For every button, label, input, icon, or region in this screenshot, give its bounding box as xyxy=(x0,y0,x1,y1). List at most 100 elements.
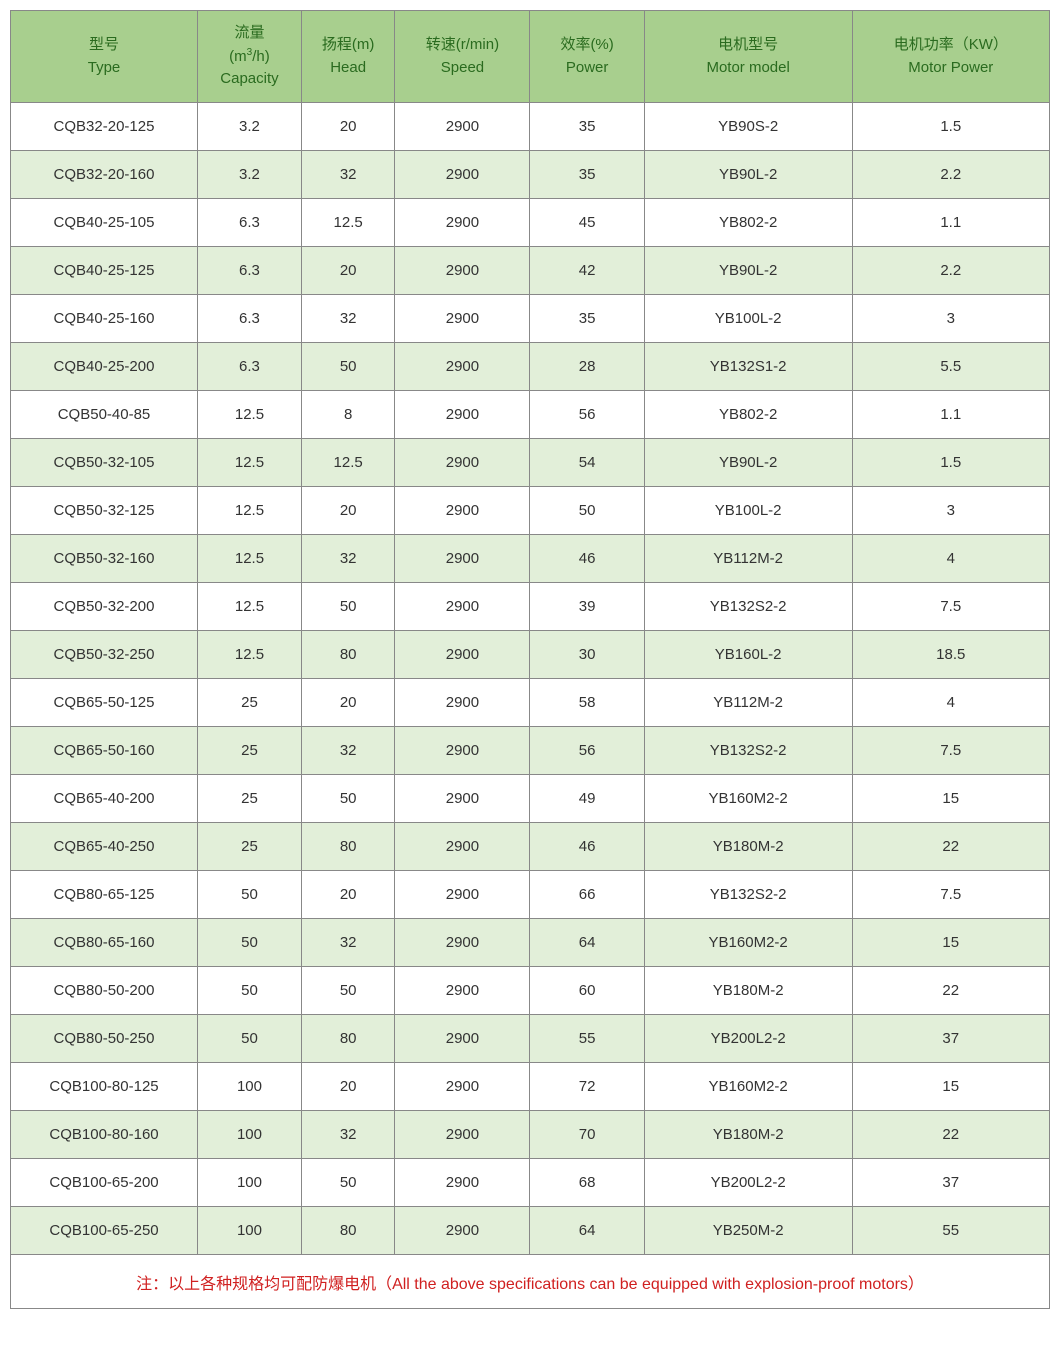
table-row: CQB80-65-1605032290064YB160M2-215 xyxy=(11,919,1050,967)
table-row: CQB50-32-16012.532290046YB112M-24 xyxy=(11,535,1050,583)
cell-motor: YB132S2-2 xyxy=(644,727,852,775)
cell-type: CQB65-40-200 xyxy=(11,775,198,823)
cell-motor: YB90L-2 xyxy=(644,247,852,295)
cell-mpower: 18.5 xyxy=(852,631,1049,679)
table-row: CQB65-40-2502580290046YB180M-222 xyxy=(11,823,1050,871)
cell-mpower: 37 xyxy=(852,1015,1049,1063)
cell-power: 45 xyxy=(530,199,644,247)
cell-head: 32 xyxy=(301,535,395,583)
cell-power: 55 xyxy=(530,1015,644,1063)
cell-head: 20 xyxy=(301,871,395,919)
cell-mpower: 4 xyxy=(852,535,1049,583)
cell-speed: 2900 xyxy=(395,775,530,823)
cell-type: CQB50-32-105 xyxy=(11,439,198,487)
cell-mpower: 2.2 xyxy=(852,247,1049,295)
cell-motor: YB160M2-2 xyxy=(644,775,852,823)
cell-motor: YB200L2-2 xyxy=(644,1159,852,1207)
cell-motor: YB112M-2 xyxy=(644,679,852,727)
cell-type: CQB65-50-125 xyxy=(11,679,198,727)
cell-head: 20 xyxy=(301,487,395,535)
cell-capacity: 6.3 xyxy=(198,199,302,247)
cell-type: CQB100-80-125 xyxy=(11,1063,198,1111)
cell-type: CQB50-32-160 xyxy=(11,535,198,583)
cell-capacity: 3.2 xyxy=(198,103,302,151)
table-row: CQB65-50-1252520290058YB112M-24 xyxy=(11,679,1050,727)
cell-type: CQB32-20-160 xyxy=(11,151,198,199)
cell-mpower: 4 xyxy=(852,679,1049,727)
cell-head: 50 xyxy=(301,343,395,391)
cell-motor: YB200L2-2 xyxy=(644,1015,852,1063)
cell-capacity: 12.5 xyxy=(198,535,302,583)
cell-speed: 2900 xyxy=(395,919,530,967)
cell-capacity: 3.2 xyxy=(198,151,302,199)
cell-head: 20 xyxy=(301,103,395,151)
cell-power: 54 xyxy=(530,439,644,487)
cell-head: 80 xyxy=(301,1015,395,1063)
cell-mpower: 22 xyxy=(852,1111,1049,1159)
cell-type: CQB80-50-250 xyxy=(11,1015,198,1063)
cell-head: 12.5 xyxy=(301,439,395,487)
cell-power: 58 xyxy=(530,679,644,727)
cell-speed: 2900 xyxy=(395,343,530,391)
cell-head: 50 xyxy=(301,967,395,1015)
cell-capacity: 12.5 xyxy=(198,487,302,535)
table-row: CQB40-25-1256.320290042YB90L-22.2 xyxy=(11,247,1050,295)
cell-capacity: 12.5 xyxy=(198,631,302,679)
cell-head: 50 xyxy=(301,775,395,823)
cell-power: 49 xyxy=(530,775,644,823)
table-row: CQB50-32-25012.580290030YB160L-218.5 xyxy=(11,631,1050,679)
cell-head: 12.5 xyxy=(301,199,395,247)
table-row: CQB100-80-16010032290070YB180M-222 xyxy=(11,1111,1050,1159)
cell-type: CQB100-65-250 xyxy=(11,1207,198,1255)
cell-speed: 2900 xyxy=(395,487,530,535)
cell-motor: YB160M2-2 xyxy=(644,1063,852,1111)
cell-mpower: 55 xyxy=(852,1207,1049,1255)
cell-power: 35 xyxy=(530,103,644,151)
cell-head: 80 xyxy=(301,1207,395,1255)
table-row: CQB65-40-2002550290049YB160M2-215 xyxy=(11,775,1050,823)
cell-power: 70 xyxy=(530,1111,644,1159)
cell-power: 66 xyxy=(530,871,644,919)
cell-power: 35 xyxy=(530,151,644,199)
cell-motor: YB112M-2 xyxy=(644,535,852,583)
cell-power: 56 xyxy=(530,727,644,775)
cell-type: CQB32-20-125 xyxy=(11,103,198,151)
cell-head: 20 xyxy=(301,247,395,295)
cell-mpower: 3 xyxy=(852,295,1049,343)
cell-motor: YB132S2-2 xyxy=(644,871,852,919)
cell-motor: YB100L-2 xyxy=(644,295,852,343)
table-row: CQB40-25-1056.312.5290045YB802-21.1 xyxy=(11,199,1050,247)
cell-head: 80 xyxy=(301,631,395,679)
cell-capacity: 12.5 xyxy=(198,391,302,439)
cell-mpower: 22 xyxy=(852,823,1049,871)
cell-speed: 2900 xyxy=(395,1063,530,1111)
cell-motor: YB160M2-2 xyxy=(644,919,852,967)
cell-capacity: 50 xyxy=(198,967,302,1015)
cell-power: 46 xyxy=(530,823,644,871)
cell-type: CQB80-50-200 xyxy=(11,967,198,1015)
cell-speed: 2900 xyxy=(395,439,530,487)
header-power: 效率(%)Power xyxy=(530,11,644,103)
cell-power: 72 xyxy=(530,1063,644,1111)
cell-power: 42 xyxy=(530,247,644,295)
cell-power: 35 xyxy=(530,295,644,343)
cell-type: CQB50-40-85 xyxy=(11,391,198,439)
cell-capacity: 6.3 xyxy=(198,247,302,295)
cell-speed: 2900 xyxy=(395,871,530,919)
table-row: CQB100-80-12510020290072YB160M2-215 xyxy=(11,1063,1050,1111)
cell-capacity: 6.3 xyxy=(198,295,302,343)
cell-capacity: 25 xyxy=(198,823,302,871)
cell-type: CQB65-50-160 xyxy=(11,727,198,775)
cell-speed: 2900 xyxy=(395,391,530,439)
cell-motor: YB132S1-2 xyxy=(644,343,852,391)
table-row: CQB50-32-10512.512.5290054YB90L-21.5 xyxy=(11,439,1050,487)
table-row: CQB40-25-1606.332290035YB100L-23 xyxy=(11,295,1050,343)
cell-mpower: 15 xyxy=(852,1063,1049,1111)
table-row: CQB80-65-1255020290066YB132S2-27.5 xyxy=(11,871,1050,919)
cell-capacity: 12.5 xyxy=(198,583,302,631)
cell-power: 39 xyxy=(530,583,644,631)
table-body: CQB32-20-1253.220290035YB90S-21.5CQB32-2… xyxy=(11,103,1050,1309)
cell-speed: 2900 xyxy=(395,199,530,247)
cell-speed: 2900 xyxy=(395,247,530,295)
cell-type: CQB80-65-125 xyxy=(11,871,198,919)
